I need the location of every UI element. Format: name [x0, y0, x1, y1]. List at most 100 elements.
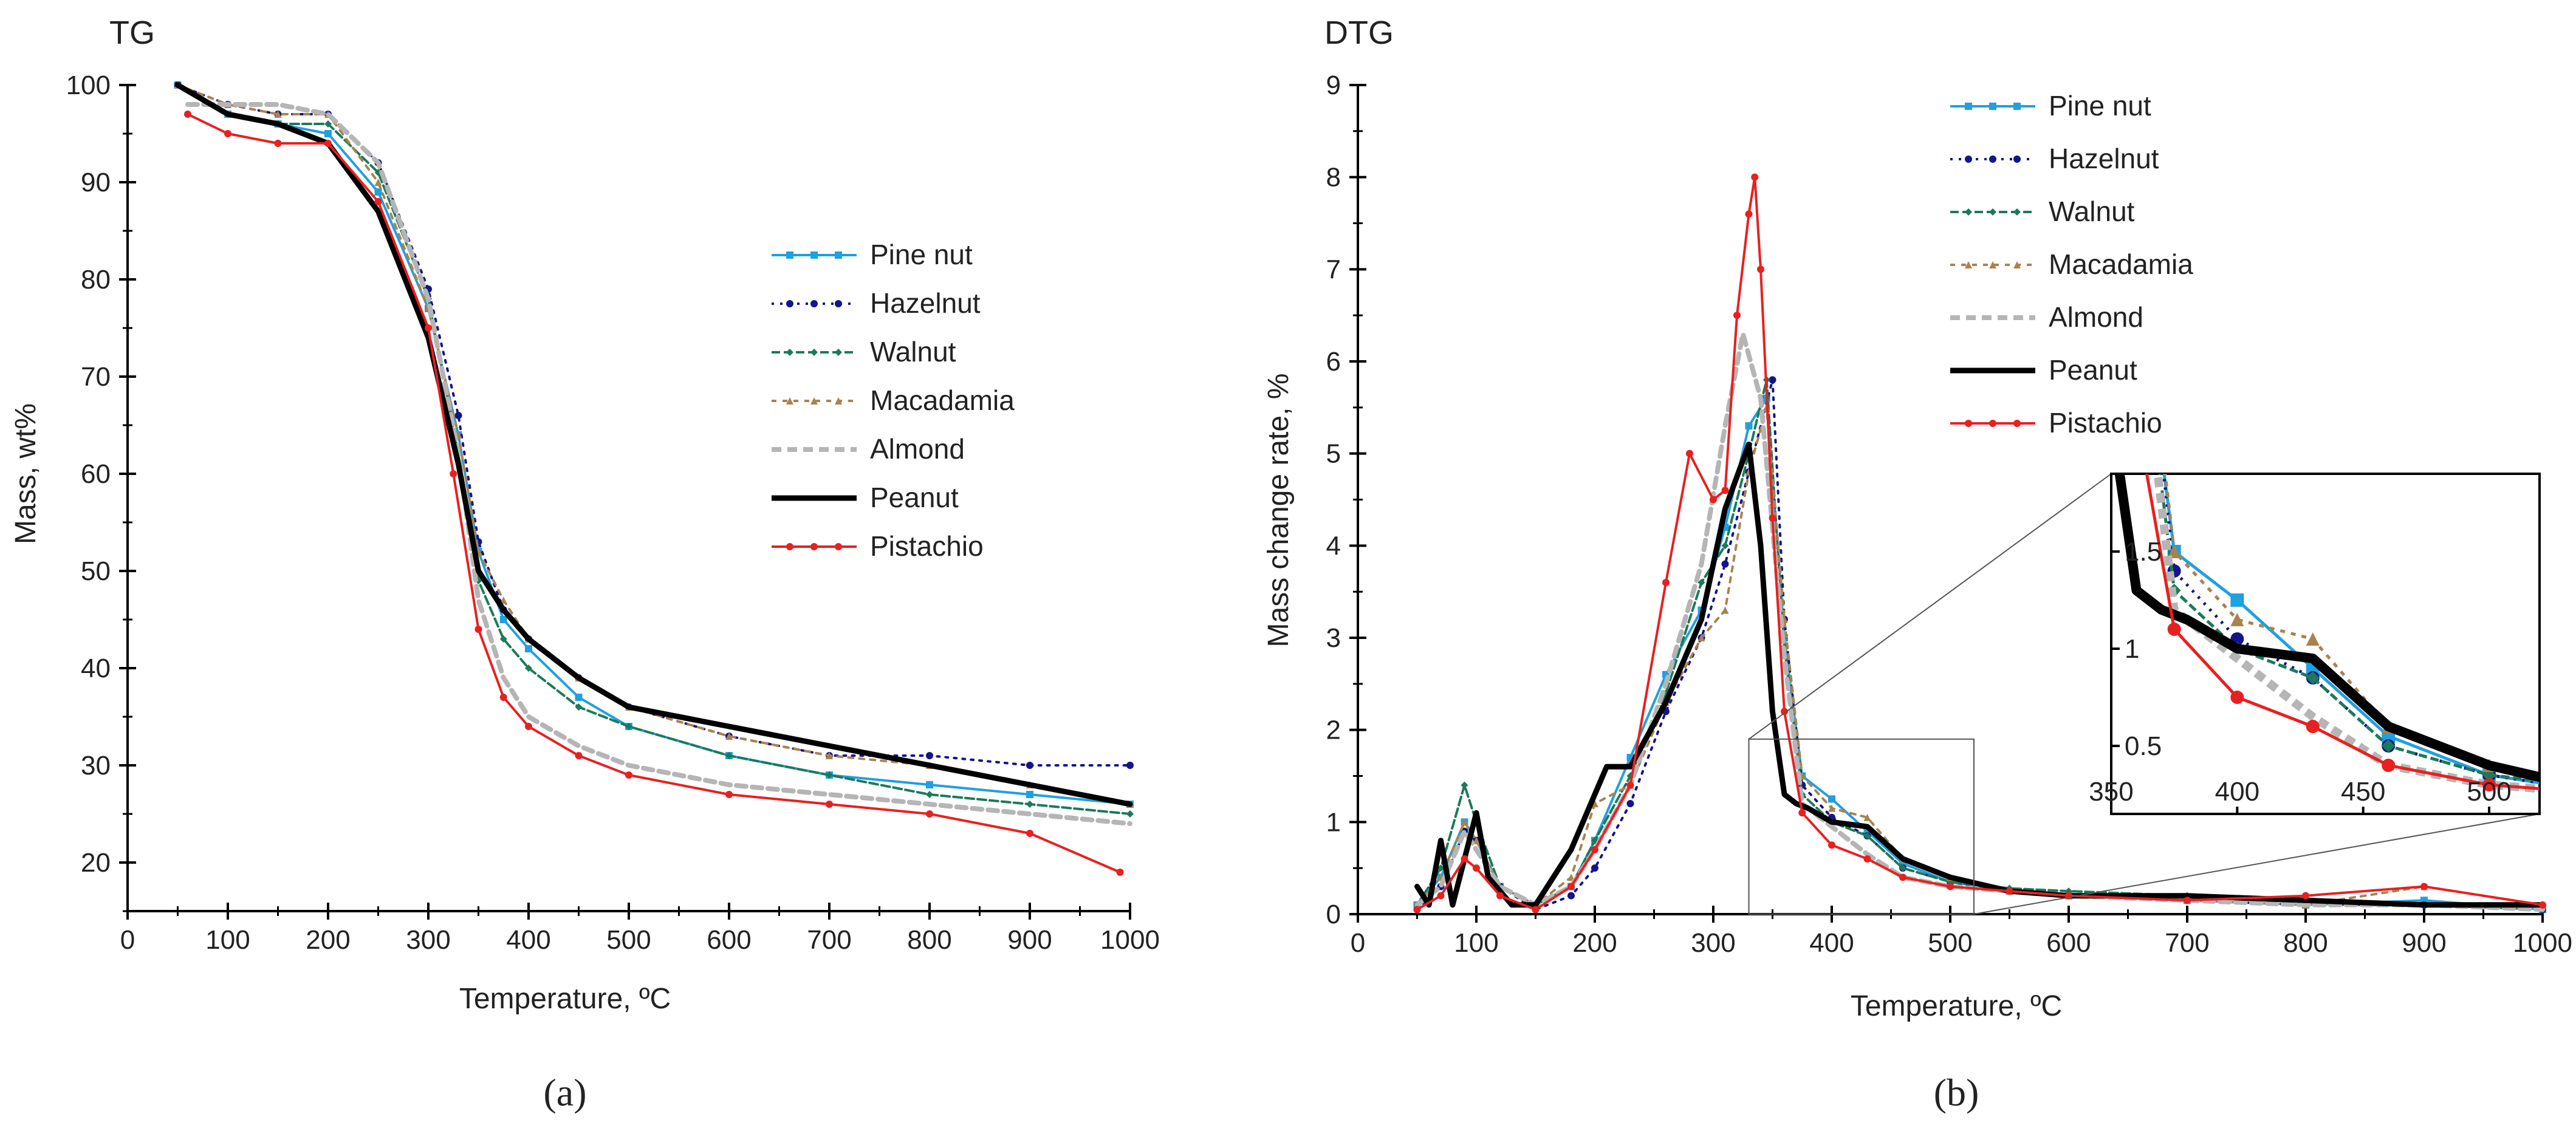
x-tick-label: 0 — [1351, 928, 1365, 958]
y-tick-label: 20 — [81, 848, 111, 878]
data-point-walnut — [725, 752, 733, 759]
data-point-pistachio — [2302, 892, 2309, 900]
series-line-peanut — [175, 82, 1133, 807]
series-line-pine-nut — [176, 84, 1131, 805]
data-point-pistachio — [725, 791, 733, 798]
zoom-connector-top — [1748, 473, 2112, 740]
inset-x-tick-label: 450 — [2341, 777, 2385, 807]
data-point-macadamia — [374, 179, 382, 186]
dtg-title: DTG — [1324, 15, 1394, 51]
inset-point-pistachio — [2167, 623, 2181, 636]
data-point-pine-nut — [1026, 791, 1033, 798]
inset-y-tick-label: 1.5 — [2125, 537, 2162, 567]
data-point-hazelnut — [1026, 762, 1033, 769]
data-point-pistachio — [1769, 514, 1776, 522]
tg-panel: TG 0 100 200 300 400 500 600 700 800 900 1000 20 30 4… — [10, 15, 1160, 1114]
dtg-panel: DTG 0 100 200 300 400 500 600 700 800 900 1000 0 1 2 3… — [1262, 15, 2572, 1114]
legend-marker-walnut — [810, 349, 818, 356]
x-tick-label: 0 — [120, 925, 135, 955]
x-tick-label: 900 — [2402, 928, 2446, 958]
data-point-pine-nut — [575, 694, 583, 701]
legend-label-pine-nut: Pine nut — [2049, 90, 2151, 121]
zoom-connector-bottom — [1973, 813, 2540, 915]
x-tick-label: 100 — [205, 925, 250, 955]
x-tick-label: 200 — [1572, 928, 1617, 958]
data-point-walnut — [1461, 781, 1468, 789]
data-point-macadamia — [1828, 804, 1835, 812]
data-point-pistachio — [2184, 897, 2191, 904]
legend-label-hazelnut: Hazelnut — [2049, 143, 2159, 174]
data-point-walnut — [499, 635, 507, 643]
y-tick-label: 5 — [1326, 439, 1341, 469]
legend-marker-pine-nut — [786, 251, 793, 259]
data-point-pistachio — [1473, 864, 1480, 872]
data-point-pine-nut — [324, 130, 332, 137]
inset-line-almond — [2153, 474, 2540, 793]
data-point-pistachio — [2006, 887, 2013, 895]
tg-ticks: 0 100 200 300 400 500 600 700 800 900 1000 20 30 40 50… — [66, 70, 1160, 955]
inset-point-walnut — [2306, 671, 2320, 685]
data-point-pistachio — [1567, 883, 1575, 890]
data-point-walnut — [1026, 801, 1033, 808]
x-tick-label: 400 — [1809, 928, 1854, 958]
legend-label-pistachio: Pistachio — [2049, 407, 2162, 439]
x-tick-label: 700 — [807, 925, 851, 955]
x-tick-label: 900 — [1007, 925, 1052, 955]
legend-label-walnut: Walnut — [2049, 196, 2135, 227]
data-point-walnut — [826, 771, 833, 779]
inset-line-peanut — [2114, 474, 2540, 782]
y-tick-label: 4 — [1326, 531, 1341, 561]
dtg-caption: (b) — [1934, 1071, 1979, 1114]
data-point-pistachio — [525, 723, 532, 730]
tg-caption: (a) — [543, 1071, 586, 1114]
legend-marker-walnut — [1965, 208, 1972, 216]
data-point-pistachio — [324, 140, 332, 147]
x-tick-label: 800 — [2283, 928, 2328, 958]
series-line-almond — [185, 102, 1132, 826]
legend-marker-pine-nut — [1989, 103, 1996, 110]
data-point-pistachio — [1437, 892, 1445, 900]
legend-marker-pistachio — [835, 543, 842, 550]
y-tick-label: 90 — [81, 168, 111, 197]
y-tick-label: 50 — [81, 556, 111, 586]
data-point-walnut — [1721, 542, 1729, 550]
data-point-pistachio — [1828, 841, 1835, 849]
inset-line-walnut — [2158, 474, 2540, 782]
data-point-pine-nut — [1745, 422, 1753, 430]
x-tick-label: 500 — [1928, 928, 1972, 958]
data-point-pine-nut — [926, 781, 933, 788]
legend-marker-hazelnut — [1965, 155, 1972, 163]
y-tick-label: 70 — [81, 362, 111, 392]
legend-marker-macadamia — [2013, 261, 2021, 268]
data-point-hazelnut — [926, 752, 933, 759]
data-point-macadamia — [1721, 606, 1729, 614]
inset-series-group — [2114, 474, 2540, 793]
y-tick-label: 80 — [81, 265, 111, 295]
dtg-x-label: Temperature, ºC — [1851, 990, 2062, 1022]
dtg-y-label: Mass change rate, % — [1262, 374, 1295, 648]
inset-point-pistachio — [2306, 720, 2320, 733]
data-point-walnut — [625, 723, 632, 730]
data-point-hazelnut — [1721, 560, 1729, 568]
data-point-walnut — [1697, 579, 1705, 586]
legend-marker-walnut — [1989, 208, 1996, 216]
data-point-macadamia — [1863, 813, 1871, 821]
data-point-pistachio — [826, 801, 833, 808]
data-point-macadamia — [274, 111, 282, 118]
data-point-pistachio — [1733, 312, 1741, 319]
tg-legend: Pine nut Hazelnut Walnut Macadamia Almond Pea… — [772, 239, 1015, 562]
legend-marker-walnut — [835, 349, 842, 356]
y-tick-label: 9 — [1326, 70, 1341, 100]
data-point-pistachio — [224, 130, 231, 137]
legend-marker-hazelnut — [2013, 155, 2021, 163]
legend-marker-hazelnut — [810, 300, 818, 307]
zoom-source-box — [1748, 738, 1975, 915]
series-line-macadamia — [176, 84, 1131, 805]
legend-label-hazelnut: Hazelnut — [870, 287, 981, 319]
data-point-pistachio — [2420, 883, 2428, 890]
x-tick-label: 600 — [707, 925, 751, 955]
data-point-walnut — [926, 791, 933, 798]
x-tick-label: 300 — [1691, 928, 1735, 958]
y-tick-label: 0 — [1326, 900, 1341, 929]
x-tick-label: 500 — [606, 925, 651, 955]
